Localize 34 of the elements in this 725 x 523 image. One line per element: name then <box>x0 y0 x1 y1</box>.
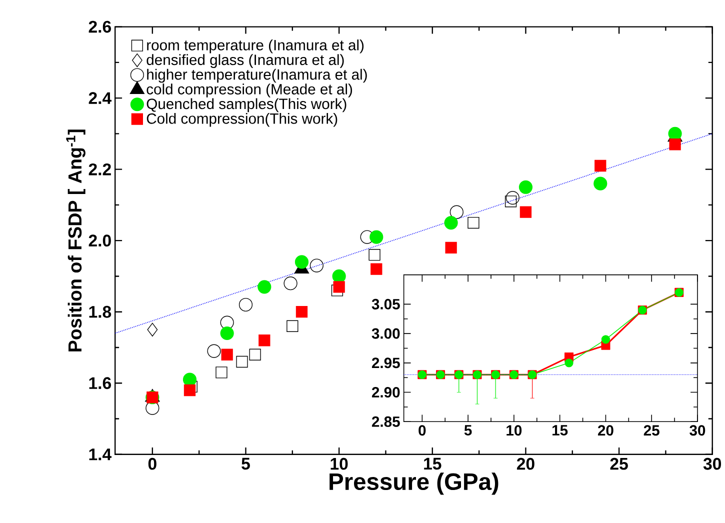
legend-label: densified glass (Inamura et al) <box>146 54 344 68</box>
legend-label: Cold compression(This work) <box>146 113 338 127</box>
y-tick-label: 2.6 <box>88 20 111 33</box>
y-tick-label: 1.4 <box>89 448 112 460</box>
y-tick-label: 3.00 <box>372 328 400 339</box>
x-tick-label: 10 <box>506 425 522 436</box>
legend-label: cold compression (Meade et al) <box>146 84 352 98</box>
x-tick-label: 0 <box>418 425 426 436</box>
x-tick-label: 0 <box>148 458 156 470</box>
x-tick-label: 30 <box>690 425 706 436</box>
x-tick-label: 5 <box>242 458 250 470</box>
x-tick-label: 20 <box>516 458 534 470</box>
x-tick-label: 5 <box>464 425 472 436</box>
x-tick-label: 15 <box>424 458 442 470</box>
y-axis-title: Position of FSDP [ Ang$^{-1}$] <box>66 130 86 352</box>
y-tick-label: 2.95 <box>372 358 400 368</box>
legend-label: room temperature (Inamura et al) <box>147 40 364 54</box>
legend-label: higher temperature(Inamura et al) <box>147 68 367 83</box>
x-tick-label: 10 <box>330 458 348 470</box>
x-tick-label: 25 <box>644 425 660 436</box>
legend-label: Quenched samples(This work) <box>146 98 346 112</box>
y-tick-label: 1.8 <box>89 306 112 318</box>
y-tick-label: 3.05 <box>372 298 400 310</box>
x-axis-title: Pressure (GPa) <box>330 472 498 495</box>
x-tick-label: 30 <box>703 458 722 470</box>
y-tick-label: 2.85 <box>372 416 400 427</box>
y-tick-label: 2.90 <box>372 387 400 398</box>
y-tick-label: 2.2 <box>88 164 111 176</box>
y-tick-label: 1.6 <box>89 377 111 390</box>
y-tick-label: 2.0 <box>88 234 111 247</box>
x-tick-label: 20 <box>598 425 614 436</box>
y-tick-label: 2.4 <box>88 92 112 104</box>
x-tick-label: 15 <box>552 425 568 436</box>
x-tick-label: 25 <box>610 458 628 470</box>
